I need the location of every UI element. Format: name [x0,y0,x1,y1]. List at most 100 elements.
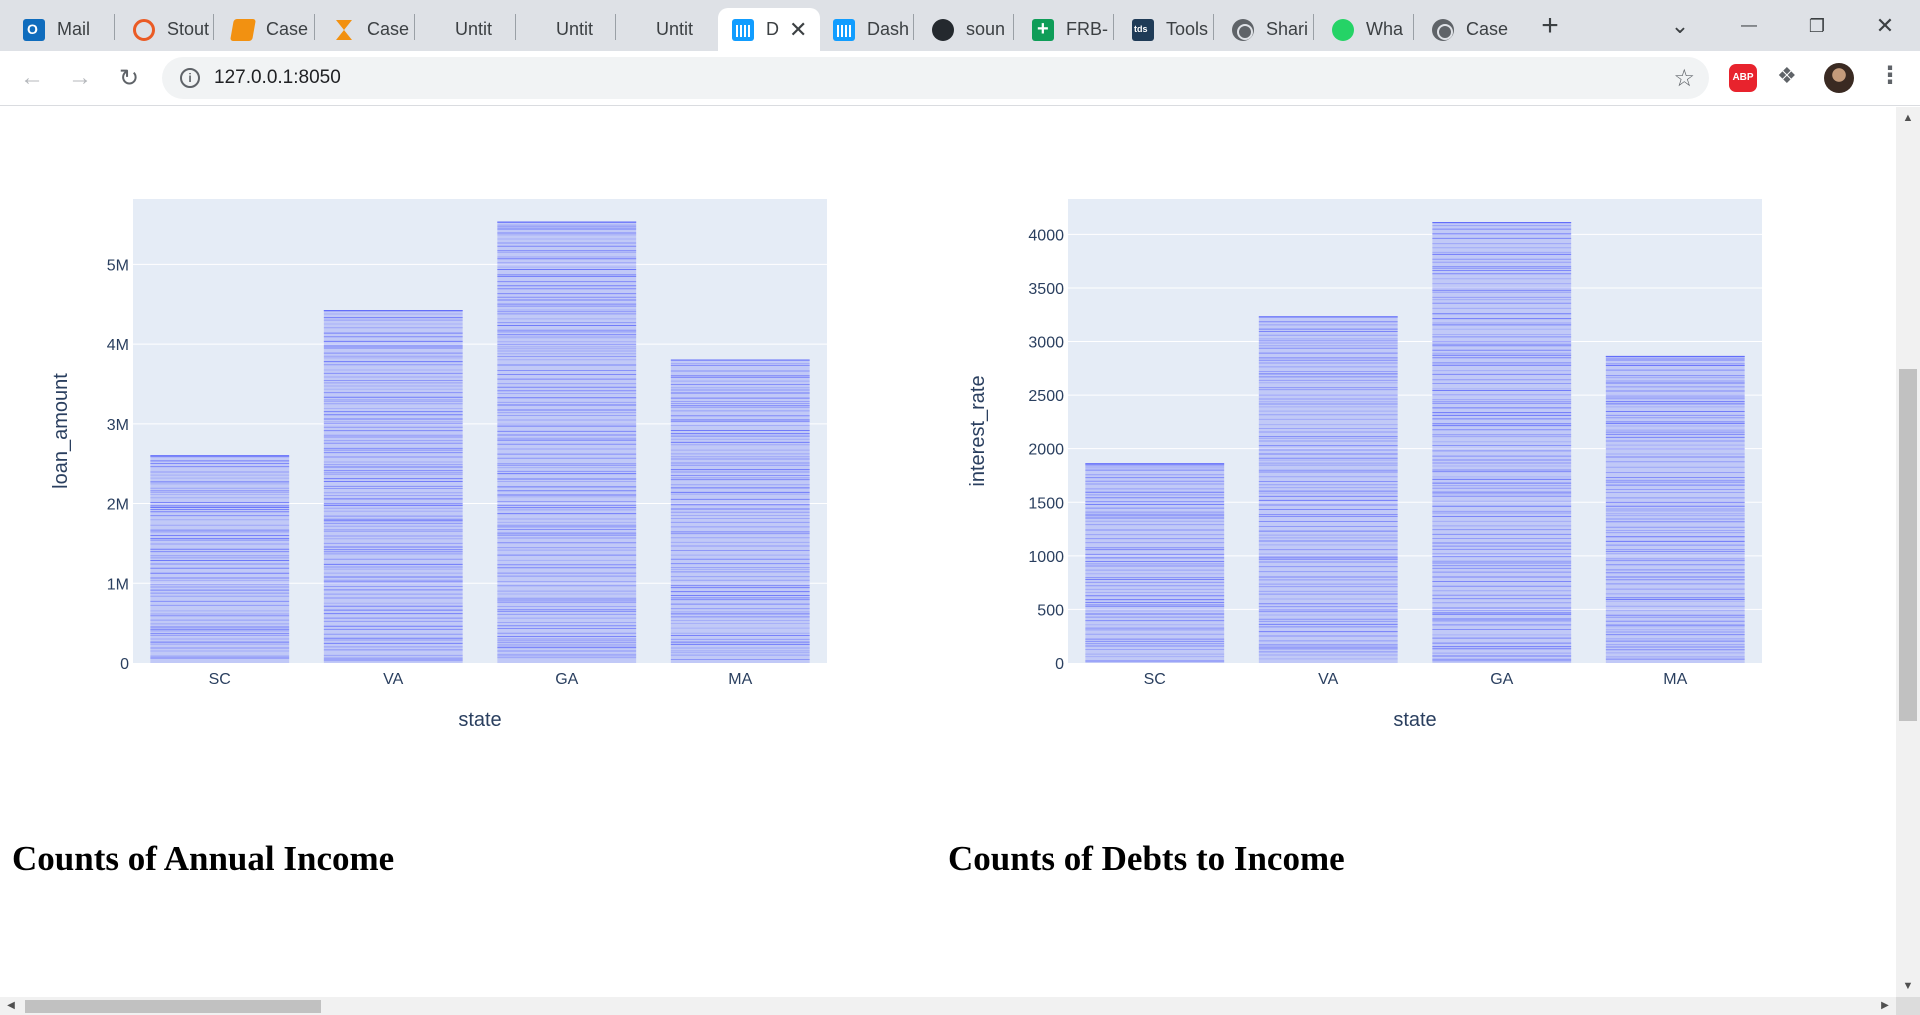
dash-icon [732,18,754,41]
bar-fill[interactable] [497,222,637,663]
browser-tab[interactable]: Dash [819,8,916,51]
y-tick-label: 2M [107,497,129,514]
y-tick-label: 0 [120,656,129,673]
browser-tab[interactable]: FRB- [1018,8,1115,51]
dash-icon [833,18,855,41]
address-bar[interactable]: i 127.0.0.1:8050 ☆ [162,57,1709,99]
y-tick-label: 0 [1055,656,1064,673]
y-tick-label: 4000 [1028,227,1064,244]
browser-tab[interactable]: D ✕ [718,8,820,51]
browser-tab[interactable]: Mail [9,8,113,51]
tab-search-button[interactable]: ⌄ [1662,8,1698,44]
browser-toolbar: ← → ↻ i 127.0.0.1:8050 ☆ ABP ❖ ⋮ [0,51,1920,106]
scroll-up-arrow-icon[interactable]: ▲ [1902,112,1914,124]
vertical-scroll-thumb[interactable] [1899,369,1917,721]
browser-tab[interactable]: Untit [419,8,516,51]
tab-separator [1213,14,1214,40]
minimize-button[interactable]: — [1726,8,1772,44]
browser-tab[interactable]: Case [319,8,416,51]
loan-amount-chart: 0 1M 2M 3M 4M 5M SC VA GA MA state loan_amount [50,199,827,731]
tds-icon [1132,18,1154,41]
browser-tab[interactable]: Shari [1218,8,1315,51]
whatsapp-icon [1332,18,1354,41]
github-icon [932,18,954,41]
adblock-icon[interactable]: ABP [1729,64,1757,92]
scroll-right-arrow-icon[interactable]: ▶ [1881,1000,1889,1011]
browser-tab[interactable]: Wha [1318,8,1415,51]
bar-sc[interactable] [150,455,290,663]
browser-tab[interactable]: Stout [119,8,216,51]
x-tick-label: GA [1490,671,1513,688]
tab-separator [213,14,214,40]
tab-separator [414,14,415,40]
kebab-menu-icon[interactable]: ⋮ [1878,62,1902,89]
vertical-scrollbar[interactable]: ▲ ▼ [1896,107,1920,997]
tab-label: Wha [1366,19,1404,39]
tab-separator [314,14,315,40]
bar-fill[interactable] [1085,463,1225,663]
sheets-icon [1032,18,1054,41]
bar-fill[interactable] [1258,316,1398,663]
scroll-left-arrow-icon[interactable]: ◀ [7,1000,15,1011]
bookmark-star-icon[interactable]: ☆ [1673,65,1695,92]
bar-ga[interactable] [1432,221,1572,663]
y-tick-label: 1500 [1028,495,1064,512]
browser-tab[interactable]: soun [918,8,1015,51]
reload-button[interactable]: ↻ [112,61,146,95]
bar-fill[interactable] [1605,356,1745,663]
tab-label: Stout [167,19,210,39]
globe-icon [1232,18,1254,41]
x-tick-label: VA [383,671,403,688]
close-window-button[interactable]: ✕ [1862,8,1908,44]
close-tab-icon[interactable]: ✕ [789,16,808,42]
tab-separator [1113,14,1114,40]
y-tick-label: 1000 [1028,549,1064,566]
bar-ga[interactable] [497,221,637,663]
restore-button[interactable]: ❐ [1794,8,1840,44]
scroll-down-arrow-icon[interactable]: ▼ [1902,980,1914,992]
bar-ma[interactable] [1605,355,1745,663]
y-axis-title: interest_rate [967,375,989,486]
tab-separator [913,14,914,40]
book-icon [230,18,256,41]
y-tick-label: 3M [107,417,129,434]
tab-label: Case [1466,19,1509,39]
bar-va[interactable] [1258,316,1398,663]
info-icon[interactable]: i [180,68,200,88]
bar-sc[interactable] [1085,463,1225,663]
horizontal-scroll-thumb[interactable] [25,1000,321,1013]
interest-rate-chart: 0 500 1000 1500 2000 2500 3000 3500 4000 SC VA GA MA… [967,199,1762,731]
browser-tab[interactable]: Untit [620,8,717,51]
outlook-icon [23,18,45,41]
profile-avatar[interactable] [1824,63,1854,93]
y-tick-label: 5M [107,257,129,274]
x-tick-label: MA [1663,671,1687,688]
back-button[interactable]: ← [15,61,49,95]
bar-ma[interactable] [670,359,810,663]
browser-tab[interactable]: Case [218,8,315,51]
new-tab-button[interactable]: + [1532,8,1568,44]
restore-icon: ❐ [1808,15,1826,36]
bar-fill[interactable] [1432,222,1572,663]
horizontal-scrollbar[interactable]: ◀ ▶ [0,997,1896,1015]
browser-tab[interactable]: Untit [520,8,617,51]
tab-separator [615,14,616,40]
tab-label: D [766,19,779,39]
tab-label: Shari [1266,19,1309,39]
forward-button[interactable]: → [63,61,97,95]
bar-fill[interactable] [670,360,810,663]
url-text[interactable]: 127.0.0.1:8050 [214,67,341,88]
tab-label: Case [367,19,410,39]
x-tick-label: VA [1318,671,1338,688]
browser-tab[interactable]: Tools [1118,8,1215,51]
minimize-icon: — [1741,17,1757,34]
y-tick-label: 2000 [1028,442,1064,459]
browser-tab[interactable]: Case [1418,8,1515,51]
extensions-puzzle-icon[interactable]: ❖ [1777,63,1797,88]
tab-label: Mail [57,19,91,39]
x-tick-label: SC [1144,671,1166,688]
y-tick-label: 500 [1037,602,1064,619]
bar-va[interactable] [323,310,463,663]
bar-fill[interactable] [150,455,290,663]
y-tick-label: 3000 [1028,335,1064,352]
